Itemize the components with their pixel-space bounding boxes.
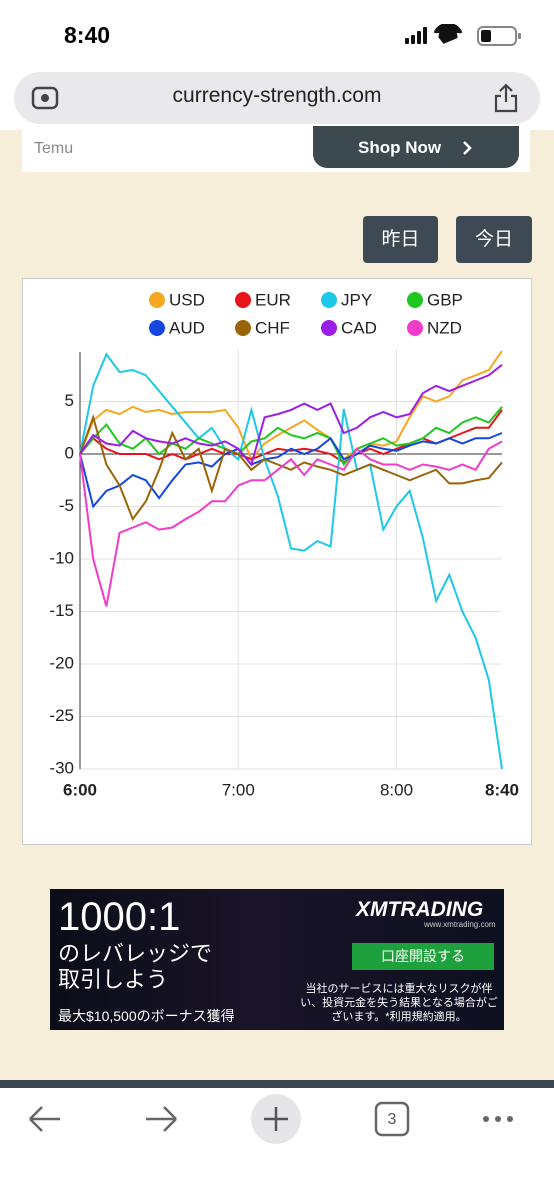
ad-button-text[interactable]: Shop Now — [358, 138, 442, 157]
series-line — [79, 414, 503, 522]
status-icons — [405, 24, 521, 46]
legend-swatch — [407, 292, 423, 308]
legend-label: NZD — [427, 318, 462, 337]
y-tick-label: -20 — [49, 653, 74, 672]
divider — [0, 1080, 554, 1088]
today-button[interactable]: 今日 — [456, 216, 532, 263]
chart: -30 -25 -20 -15 -10 -5 0 5 6:00 7:00 8:00 8:40 USD EU… — [22, 278, 532, 845]
legend-label: EUR — [255, 290, 291, 309]
back[interactable] — [29, 1106, 60, 1132]
legend-label: GBP — [427, 290, 463, 309]
ad-disclaimer: 当社のサービスには重大なリスクが伴い、投資元金を失う結果となる場合がございます。… — [300, 983, 498, 1023]
ad-bonus: 最大$10,500のボーナス獲得 — [58, 1008, 235, 1024]
lens-icon[interactable] — [30, 84, 60, 112]
y-tick-label: -30 — [49, 758, 74, 777]
series-line — [79, 406, 503, 467]
url-text[interactable]: currency-strength.com — [172, 84, 382, 107]
y-tick-label: -10 — [49, 548, 74, 567]
legend-label: CHF — [255, 318, 290, 337]
series-line — [79, 440, 503, 607]
legend-label: CAD — [341, 318, 377, 337]
legend-swatch — [407, 320, 423, 336]
legend-label: AUD — [169, 318, 205, 337]
legend-swatch — [149, 292, 165, 308]
ad-cta[interactable]: 口座開設する — [352, 943, 494, 970]
series-line — [79, 409, 503, 464]
url-bar[interactable] — [14, 72, 540, 124]
ad-site: www.xmtrading.com — [424, 920, 496, 929]
x-tick-label: 8:40 — [485, 780, 519, 799]
series-line — [79, 350, 503, 462]
legend-swatch — [235, 292, 251, 308]
forward[interactable] — [146, 1106, 177, 1132]
chart-border — [22, 278, 532, 845]
legend-swatch — [321, 292, 337, 308]
series-line — [79, 352, 503, 770]
ad-headline: 1000:1 — [58, 895, 181, 939]
x-tick-label: 6:00 — [63, 780, 97, 799]
ad-brand-xm: XMTRADING — [356, 898, 484, 921]
ad-line1: のレバレッジで — [58, 941, 213, 966]
nav-bar: 3 — [29, 1094, 513, 1144]
menu[interactable] — [483, 1116, 513, 1122]
tab-count[interactable]: 3 — [388, 1111, 397, 1128]
legend-swatch — [149, 320, 165, 336]
ad-brand: Temu — [34, 140, 74, 157]
legend-swatch — [321, 320, 337, 336]
ad-line2: 取引しよう — [58, 967, 169, 992]
y-tick-label: -5 — [59, 496, 74, 515]
tabs[interactable] — [374, 1101, 410, 1137]
status-time: 8:40 — [64, 22, 111, 48]
ad-button[interactable] — [313, 126, 519, 168]
y-tick-label: 5 — [65, 391, 74, 410]
y-tick-label: -25 — [49, 706, 74, 725]
x-tick-label: 7:00 — [222, 780, 255, 799]
legend-label: USD — [169, 290, 205, 309]
legend-swatch — [235, 320, 251, 336]
series-line — [79, 364, 503, 467]
y-tick-label: -15 — [49, 601, 74, 620]
share-icon[interactable] — [492, 82, 520, 114]
x-tick-label: 8:00 — [380, 780, 413, 799]
y-tick-label: 0 — [65, 443, 74, 462]
chevron — [463, 141, 472, 155]
yesterday-button[interactable]: 昨日 — [363, 216, 438, 263]
legend-label: JPY — [341, 290, 372, 309]
series-line — [79, 432, 503, 509]
